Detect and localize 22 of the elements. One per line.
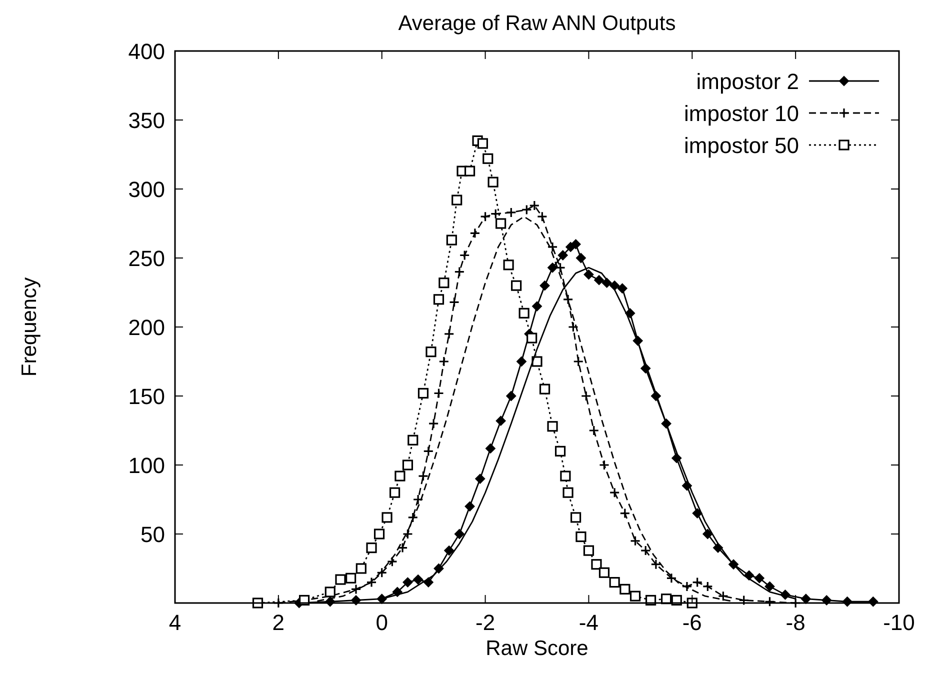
x-tick-label: -2: [476, 610, 496, 635]
y-axis-title: Frequency: [18, 276, 41, 377]
x-tick-label: 4: [168, 610, 182, 635]
x-tick-label: -10: [883, 610, 915, 635]
y-tick-label: 150: [128, 384, 165, 409]
y-tick-label: 350: [128, 108, 165, 133]
x-tick-label: 0: [376, 610, 388, 635]
chart-title: Average of Raw ANN Outputs: [398, 12, 676, 35]
y-tick-label: 50: [140, 522, 165, 547]
legend-label: impostor 2: [696, 69, 799, 94]
x-tick-label: -8: [786, 610, 806, 635]
x-tick-label: 2: [272, 610, 285, 635]
x-axis-title: Raw Score: [486, 637, 588, 660]
x-tick-label: -6: [682, 610, 702, 635]
y-tick-label: 250: [128, 246, 165, 271]
x-tick-label: -4: [578, 610, 598, 635]
y-tick-label: 300: [128, 177, 165, 202]
y-tick-label: 200: [128, 315, 165, 340]
y-tick-label: 400: [128, 39, 165, 64]
y-tick-label: 100: [128, 453, 165, 478]
legend-label: impostor 50: [684, 133, 799, 158]
legend-label: impostor 10: [684, 101, 799, 126]
